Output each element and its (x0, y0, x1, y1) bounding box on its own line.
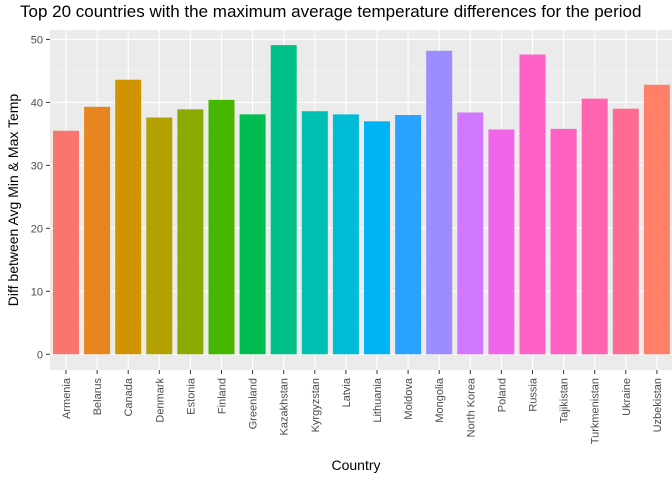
bar-canada (115, 79, 142, 355)
x-tick-label: Armenia (61, 377, 73, 419)
chart-title: Top 20 countries with the maximum averag… (20, 2, 641, 21)
y-tick-label: 40 (31, 97, 43, 109)
bar-denmark (146, 117, 173, 355)
bar-kazakhstan (270, 45, 297, 355)
bar-estonia (177, 109, 204, 355)
x-tick-label: Denmark (154, 378, 166, 423)
y-tick-label: 20 (31, 223, 43, 235)
x-tick-label: Canada (123, 377, 135, 416)
y-axis-title: Diff between Avg Min & Max Temp (5, 94, 21, 307)
x-tick-label: Lithuania (372, 377, 384, 423)
bar-lithuania (364, 121, 390, 355)
plot-panel (50, 30, 672, 370)
x-tick-label: North Korea (465, 377, 477, 437)
x-tick-label: Kazakhstan (279, 378, 291, 435)
x-tick-label: Mongolia (434, 377, 446, 423)
y-tick-label: 30 (31, 160, 43, 172)
x-tick-label: Ukraine (621, 378, 633, 416)
bar-finland (208, 99, 235, 355)
x-tick-label: Turkmenistan (590, 378, 602, 444)
x-tick-label: Russia (528, 377, 540, 412)
bar-kyrgyzstan (301, 111, 328, 355)
x-tick-label: Estonia (185, 377, 197, 415)
bar-mongolia (426, 50, 453, 355)
y-tick-label: 10 (31, 286, 43, 298)
bar-tajikistan (550, 128, 577, 355)
y-tick-label: 0 (37, 349, 43, 361)
bar-uzbekistan (643, 84, 670, 355)
x-tick-label: Kyrgyzstan (310, 378, 322, 432)
x-axis-title: Country (331, 457, 380, 473)
bars (53, 45, 670, 355)
x-tick-label: Tajikistan (559, 378, 571, 423)
bar-ukraine (612, 108, 639, 355)
x-tick-label: Uzbekistan (652, 378, 664, 432)
bar-russia (519, 54, 546, 355)
x-tick-label: Moldova (403, 377, 415, 419)
bar-moldova (395, 115, 422, 355)
bar-north-korea (457, 112, 484, 355)
bar-poland (488, 129, 515, 355)
bar-latvia (332, 114, 359, 355)
x-tick-label: Poland (496, 378, 508, 412)
y-axis: 0 10 20 30 40 50 (31, 34, 50, 361)
x-tick-label: Finland (217, 378, 229, 414)
bar-turkmenistan (581, 98, 608, 355)
bar-belarus (84, 106, 111, 355)
x-axis: Armenia Belarus Canada Denmark Estonia Finlan… (61, 370, 664, 444)
x-tick-label: Latvia (341, 377, 353, 407)
x-tick-label: Greenland (248, 378, 260, 429)
bar-armenia (53, 130, 79, 355)
y-tick-label: 50 (31, 34, 43, 46)
bar-greenland (239, 114, 266, 355)
x-tick-label: Belarus (92, 378, 104, 416)
